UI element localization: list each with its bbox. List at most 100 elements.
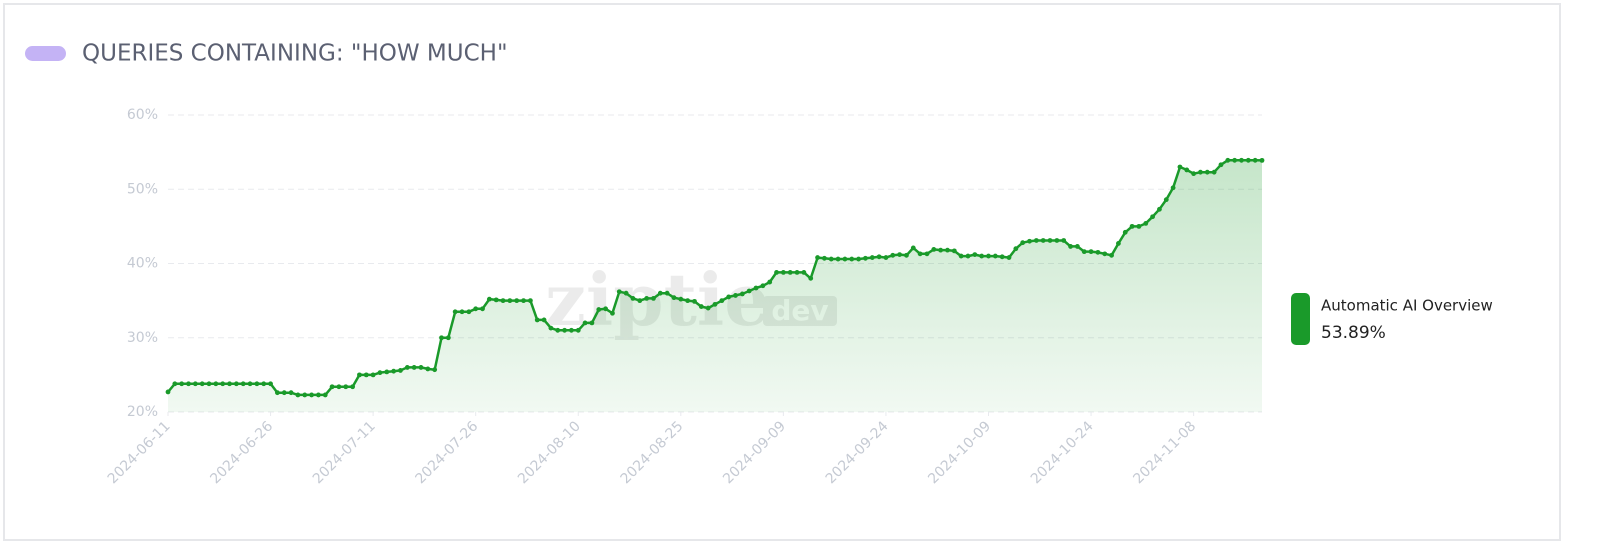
point [760, 283, 766, 289]
point [596, 307, 602, 312]
point [644, 295, 650, 301]
point [1033, 238, 1039, 243]
point [309, 392, 314, 398]
point [199, 381, 205, 387]
title-pill [25, 46, 66, 61]
point [876, 254, 882, 260]
point [1040, 238, 1046, 243]
point [1061, 238, 1067, 243]
point [1204, 169, 1210, 175]
point [1136, 223, 1142, 229]
point [651, 295, 656, 301]
point [343, 384, 349, 390]
point [890, 252, 896, 258]
point [671, 295, 677, 301]
point [398, 368, 403, 373]
point [493, 297, 499, 303]
point [698, 304, 704, 309]
point [828, 256, 834, 262]
point [938, 247, 944, 253]
point [835, 256, 841, 262]
point [555, 327, 561, 333]
point [986, 253, 991, 259]
point [165, 389, 171, 395]
point [623, 290, 629, 296]
point [1006, 255, 1012, 260]
point [637, 298, 643, 304]
point [739, 291, 745, 297]
point [733, 293, 738, 298]
point [452, 309, 458, 315]
point [220, 381, 226, 387]
point [822, 255, 827, 261]
point [1047, 238, 1053, 243]
point [384, 369, 390, 375]
point [917, 251, 923, 257]
point [1259, 157, 1265, 163]
point [897, 252, 903, 257]
point [979, 253, 985, 259]
point [1027, 238, 1032, 244]
point [992, 253, 998, 259]
point [1198, 169, 1203, 175]
point [951, 248, 957, 254]
point [213, 381, 219, 387]
point [616, 289, 622, 295]
point [1013, 246, 1019, 252]
point [240, 381, 246, 387]
point [1088, 249, 1094, 255]
point [363, 372, 369, 378]
legend-swatch [1291, 293, 1310, 345]
area [168, 160, 1262, 412]
point [1122, 229, 1128, 235]
point [1020, 240, 1026, 246]
point [1211, 169, 1217, 175]
point [719, 298, 725, 304]
point [186, 381, 191, 387]
point [179, 381, 185, 387]
point [254, 381, 260, 387]
point [575, 327, 581, 333]
point [432, 367, 438, 373]
point [425, 366, 431, 372]
point [1095, 249, 1101, 255]
point [1218, 162, 1224, 168]
point [692, 298, 697, 304]
point [774, 270, 779, 275]
point [486, 296, 492, 302]
y-tick-label: 20% [127, 404, 158, 420]
point [958, 253, 964, 259]
point [370, 372, 376, 378]
point [780, 270, 786, 275]
point [924, 251, 930, 257]
point [685, 298, 691, 304]
y-tick-label: 60% [127, 107, 158, 123]
point [1232, 157, 1238, 163]
point [548, 325, 554, 331]
point [582, 320, 588, 326]
point [972, 252, 978, 257]
point [521, 298, 526, 304]
point [411, 365, 417, 370]
point [753, 285, 759, 291]
point [295, 392, 301, 398]
point [808, 275, 814, 281]
point [664, 290, 670, 296]
point [541, 317, 547, 323]
point [275, 390, 280, 396]
point [678, 296, 684, 302]
point [261, 381, 267, 387]
point [527, 298, 533, 304]
point [1252, 157, 1258, 163]
point [1102, 251, 1108, 257]
point [1157, 206, 1162, 212]
point [445, 335, 451, 341]
point [534, 317, 540, 323]
point [569, 327, 574, 333]
point [514, 298, 520, 304]
point [459, 309, 465, 315]
point [657, 290, 663, 296]
legend-label[interactable]: Automatic AI Overview [1321, 297, 1493, 315]
point [357, 372, 362, 378]
